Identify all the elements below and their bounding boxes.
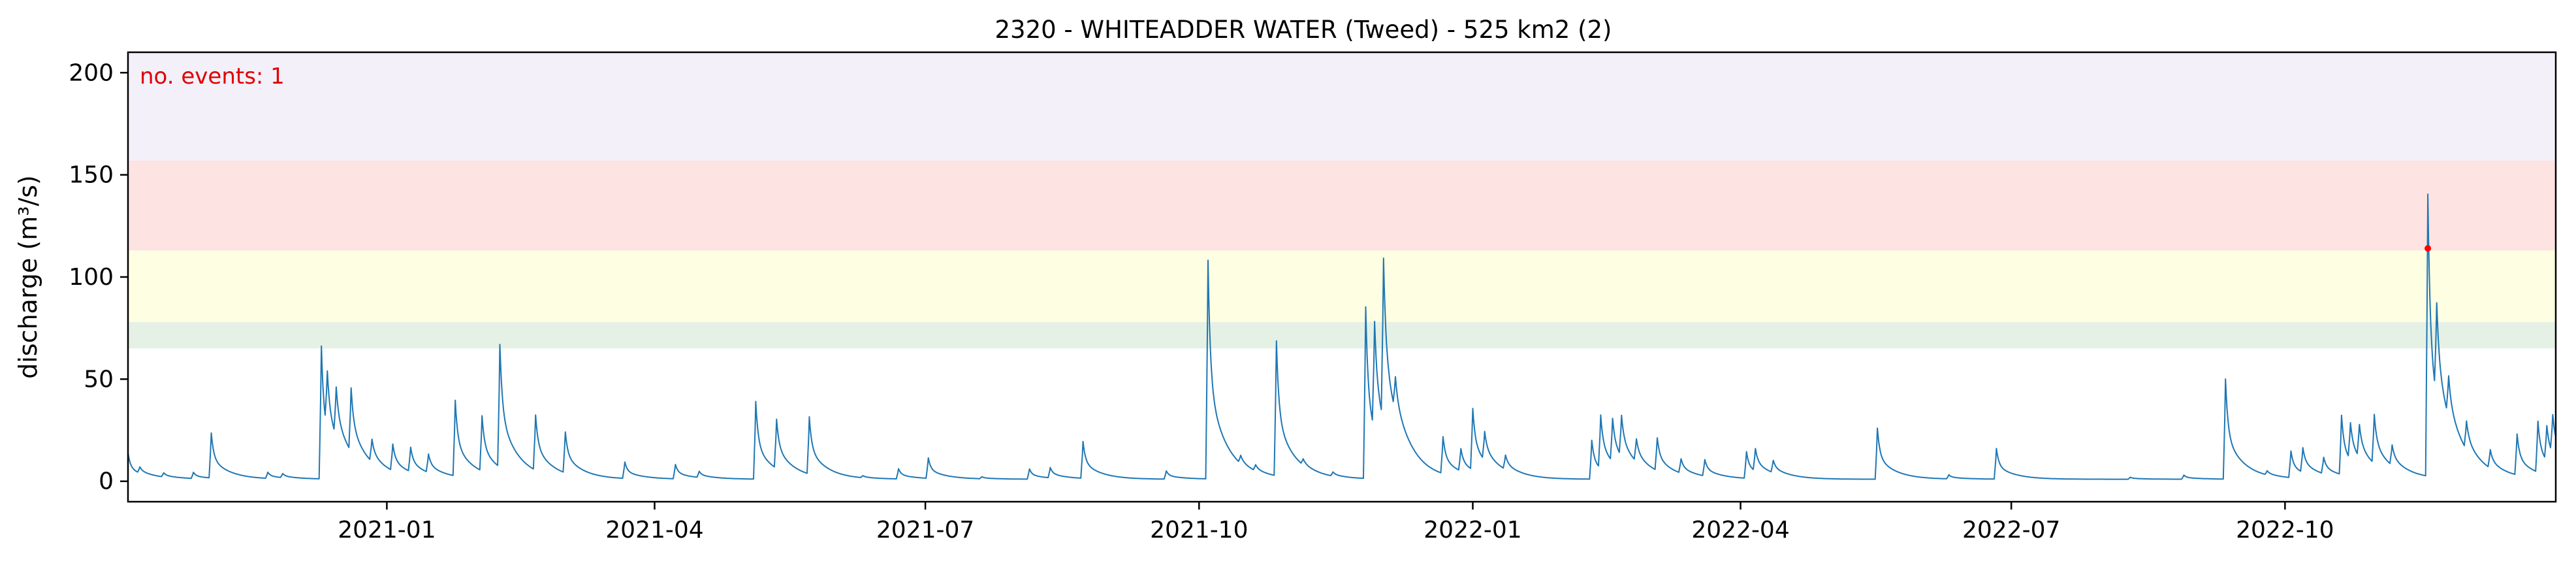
y-axis: 0 50 100 150 200	[69, 59, 128, 495]
y-axis-label: discharge (m³/s)	[14, 175, 42, 379]
band-purple	[128, 52, 2556, 161]
event-marker	[2425, 245, 2432, 252]
band-red	[128, 160, 2556, 251]
band-green	[128, 321, 2556, 349]
chart-title: 2320 - WHITEADDER WATER (Tweed) - 525 km…	[995, 16, 1612, 44]
discharge-series	[127, 193, 2556, 480]
x-tick-label: 2022-01	[1423, 517, 1521, 544]
event-markers	[2425, 245, 2432, 252]
y-tick-label: 50	[84, 366, 114, 393]
y-tick-label: 200	[69, 59, 114, 86]
events-annotation: no. events: 1	[140, 63, 285, 89]
y-tick-label: 150	[69, 162, 114, 189]
x-tick-label: 2022-10	[2236, 517, 2334, 544]
x-tick-label: 2021-04	[605, 517, 703, 544]
threshold-bands	[128, 52, 2556, 349]
x-tick-label: 2021-07	[876, 517, 974, 544]
x-tick-label: 2022-04	[1691, 517, 1789, 544]
discharge-line	[127, 193, 2556, 480]
x-tick-label: 2021-10	[1150, 517, 1248, 544]
band-yellow	[128, 250, 2556, 322]
y-tick-label: 100	[69, 264, 114, 291]
x-tick-label: 2022-07	[1962, 517, 2060, 544]
x-tick-label: 2021-01	[338, 517, 436, 544]
y-tick-label: 0	[99, 468, 114, 495]
x-axis: 2021-01 2021-04 2021-07 2021-10 2022-01 2022-…	[338, 502, 2334, 544]
